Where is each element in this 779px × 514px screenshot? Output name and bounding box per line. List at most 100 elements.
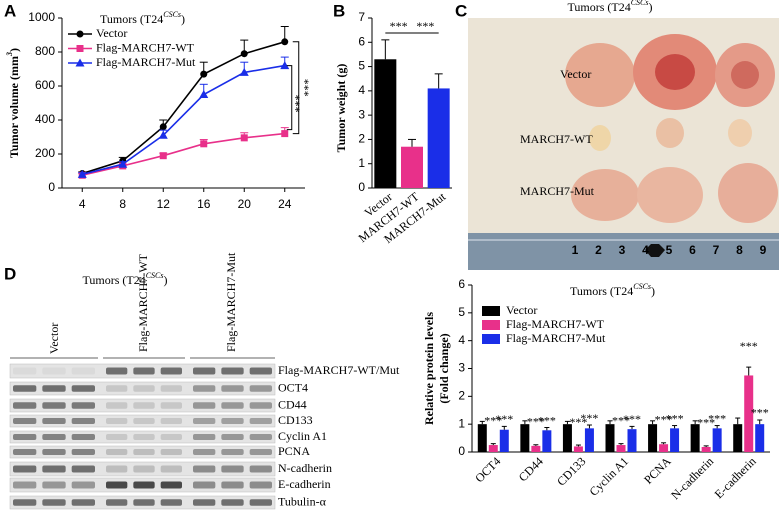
point (200, 140, 208, 148)
band-label: Cyclin A1 (278, 429, 327, 443)
blot-title: Tumors (T24CSCs) (82, 271, 167, 286)
bar (562, 424, 572, 452)
blot-band (160, 434, 182, 440)
blot-band (249, 481, 272, 489)
significance: *** (697, 416, 715, 430)
chart-title: Tumors (T24CSCs) (570, 282, 655, 297)
blot-band (42, 499, 66, 506)
y-tick-label: 7 (358, 10, 365, 24)
x-tick-label: 24 (278, 197, 292, 211)
bar (499, 429, 509, 452)
point (158, 130, 168, 139)
point (159, 123, 167, 131)
blot-band (193, 465, 216, 473)
y-axis-label: Tumor weight (g) (334, 64, 348, 153)
y-tick-label: 4 (358, 83, 365, 97)
blot-band (71, 481, 95, 489)
y-tick-label: 0 (48, 180, 55, 194)
bar (616, 445, 626, 452)
bar (584, 428, 594, 452)
ruler-number: 5 (666, 243, 673, 257)
bar (427, 88, 450, 188)
ruler-number: 9 (760, 243, 767, 257)
x-tick-label: 12 (157, 197, 171, 211)
y-tick-label: 0 (458, 444, 465, 458)
x-tick-label: E-cadherin (712, 454, 759, 501)
blot-band (249, 367, 272, 375)
legend-label: Vector (96, 26, 127, 40)
bar (648, 424, 658, 452)
blot-band (42, 367, 66, 375)
panel-label: C (455, 1, 467, 20)
blot-band (221, 434, 244, 440)
blot-band (160, 499, 182, 506)
y-tick-label: 600 (35, 78, 55, 92)
x-tick-label: CD133 (554, 454, 588, 488)
chart-title-part: CSCs (163, 10, 181, 19)
blot-band (249, 434, 272, 440)
blot-band (193, 481, 216, 489)
x-tick-label: PCNA (641, 454, 674, 487)
legend-label: Flag-MARCH7-WT (96, 40, 195, 54)
bar (627, 429, 637, 452)
y-axis-label-part: Tumor volume (mm (7, 56, 21, 158)
blot-band (193, 434, 216, 440)
blot-band (42, 449, 66, 455)
y-tick-label: 2 (458, 389, 465, 403)
band-label: N-cadherin (278, 461, 332, 475)
significance: *** (538, 413, 556, 427)
bar (542, 430, 552, 452)
bar (477, 424, 487, 452)
blot-band (221, 367, 244, 375)
blot-band (193, 449, 216, 455)
blot-band (193, 418, 216, 424)
chart-title-part: ) (651, 284, 655, 298)
point (159, 152, 167, 160)
blot-band (133, 449, 155, 455)
bracket (292, 41, 300, 135)
y-axis-label-part: 3 (5, 52, 14, 57)
y-tick-label: 6 (358, 34, 365, 48)
blot-band (221, 385, 244, 392)
bar (755, 424, 765, 452)
bar (520, 424, 530, 452)
y-tick-label: 1000 (28, 10, 55, 24)
legend-marker (75, 58, 85, 67)
blot-band (13, 418, 37, 424)
x-tick-label: 8 (119, 197, 126, 211)
series-line (82, 64, 285, 176)
blot-band (42, 402, 66, 409)
bar (712, 428, 722, 452)
blot-band (249, 418, 272, 424)
point (240, 50, 248, 58)
chart-title-part: Tumors (T24 (100, 12, 163, 26)
blot-band (193, 367, 216, 375)
y-tick-label: 2 (358, 132, 365, 146)
blot-band (71, 465, 95, 473)
blot-band (221, 481, 244, 489)
blot-title-part: CSCs (146, 271, 164, 280)
series-line (82, 132, 285, 177)
blot-band (160, 367, 182, 375)
bar (701, 446, 711, 452)
point (199, 90, 209, 98)
y-tick-label: 5 (458, 305, 465, 319)
blot-band (13, 434, 37, 440)
bar (573, 446, 583, 452)
x-tick-label: Cyclin A1 (587, 454, 632, 499)
legend-swatch (482, 306, 500, 316)
significance: *** (580, 411, 598, 425)
significance: *** (612, 413, 630, 427)
blot-band (106, 434, 128, 440)
blot-band (13, 465, 37, 473)
bar (531, 445, 541, 452)
legend-marker (76, 45, 84, 52)
blot-band (106, 449, 128, 455)
bracket (286, 65, 293, 131)
y-tick-label: 4 (458, 333, 465, 347)
ruler-number: 8 (736, 243, 743, 257)
band-label: OCT4 (278, 380, 308, 394)
significance: *** (708, 411, 726, 425)
row-label: Vector (560, 67, 591, 81)
significance: *** (298, 79, 312, 97)
